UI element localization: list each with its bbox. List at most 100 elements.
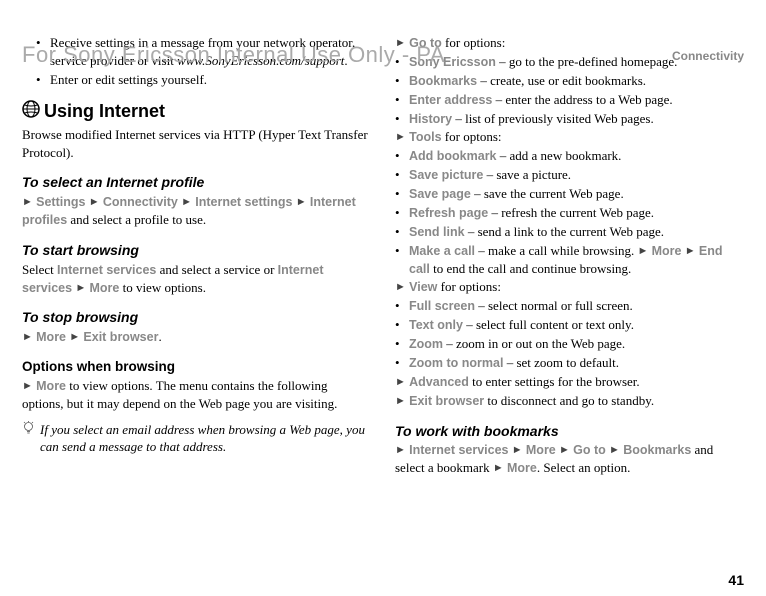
bullet-text: Add bookmark – add a new bookmark. bbox=[409, 147, 621, 165]
list-item: •Full screen – select normal or full scr… bbox=[395, 297, 744, 315]
heading-bookmarks: To work with bookmarks bbox=[395, 422, 744, 441]
option-label: Add bookmark bbox=[409, 149, 497, 163]
text: – create, use or edit bookmarks. bbox=[477, 73, 646, 88]
arrow-icon: ► bbox=[181, 196, 192, 208]
text: – save the current Web page. bbox=[471, 186, 624, 201]
tip-text: If you select an email address when brow… bbox=[40, 421, 371, 456]
bullet-mark: • bbox=[395, 147, 409, 165]
bullet-text: Bookmarks – create, use or edit bookmark… bbox=[409, 72, 646, 90]
option-label: Save picture bbox=[409, 168, 483, 182]
arrow-icon: ► bbox=[512, 444, 523, 456]
paragraph: ► Internet services ► More ► Go to ► Boo… bbox=[395, 441, 744, 477]
arrow-icon: ► bbox=[22, 331, 33, 343]
paragraph: ► More to view options. The menu contain… bbox=[22, 377, 371, 412]
nav-item: Internet services bbox=[57, 263, 156, 277]
bullet-text: Enter or edit settings yourself. bbox=[50, 71, 371, 89]
option-label: Zoom to normal bbox=[409, 356, 503, 370]
page-number: 41 bbox=[728, 571, 744, 590]
text: – select normal or full screen. bbox=[475, 298, 633, 313]
nav-item: More bbox=[507, 461, 537, 475]
arrow-icon: ► bbox=[559, 444, 570, 456]
text: to view options. The menu contains the f… bbox=[22, 378, 337, 411]
text: – go to the pre-defined homepage. bbox=[496, 54, 678, 69]
bullet-text: Sony Ericsson – go to the pre-defined ho… bbox=[409, 53, 677, 71]
bullet-text: Save page – save the current Web page. bbox=[409, 185, 624, 203]
arrow-icon: ► bbox=[637, 245, 648, 257]
list-item: •Save page – save the current Web page. bbox=[395, 185, 744, 203]
text: for options: bbox=[442, 35, 506, 50]
bullet-mark: • bbox=[395, 316, 409, 334]
bullet-text: History – list of previously visited Web… bbox=[409, 110, 654, 128]
globe-icon bbox=[22, 100, 40, 124]
nav-item: Go to bbox=[573, 443, 606, 457]
list-item: •History – list of previously visited We… bbox=[395, 110, 744, 128]
right-column: ► Go to for options: • Sony Ericsson – go… bbox=[395, 34, 744, 477]
bullet-mark: • bbox=[395, 242, 409, 278]
bullet-mark: • bbox=[36, 71, 50, 89]
tip-block: If you select an email address when brow… bbox=[22, 421, 371, 456]
nav-item: Settings bbox=[36, 195, 85, 209]
text: Select bbox=[22, 262, 57, 277]
text: . bbox=[158, 329, 161, 344]
nav-item: Tools bbox=[409, 130, 441, 144]
text: – set zoom to default. bbox=[503, 355, 619, 370]
heading-stop-browsing: To stop browsing bbox=[22, 308, 371, 327]
arrow-icon: ► bbox=[395, 281, 406, 293]
list-item: •Add bookmark – add a new bookmark. bbox=[395, 147, 744, 165]
bullet-text: Make a call – make a call while browsing… bbox=[409, 242, 744, 278]
bullet-mark: • bbox=[395, 223, 409, 241]
arrow-icon: ► bbox=[395, 131, 406, 143]
nav-item: Advanced bbox=[409, 375, 469, 389]
bullet-text: Zoom to normal – set zoom to default. bbox=[409, 354, 619, 372]
arrow-icon: ► bbox=[75, 282, 86, 294]
bullet-text: Save picture – save a picture. bbox=[409, 166, 571, 184]
lightbulb-icon bbox=[22, 421, 40, 456]
arrow-icon: ► bbox=[395, 376, 406, 388]
option-label: Make a call bbox=[409, 244, 475, 258]
text: – select full content or text only. bbox=[463, 317, 634, 332]
left-column: • Receive settings in a message from you… bbox=[22, 34, 371, 477]
option-label: Bookmarks bbox=[409, 74, 477, 88]
text: and select a service or bbox=[156, 262, 277, 277]
arrow-icon: ► bbox=[395, 444, 406, 456]
text: – enter the address to a Web page. bbox=[492, 92, 672, 107]
nav-item: Bookmarks bbox=[623, 443, 691, 457]
option-label: Zoom bbox=[409, 337, 443, 351]
heading-options-browsing: Options when browsing bbox=[22, 358, 371, 376]
arrow-icon: ► bbox=[685, 245, 696, 257]
text: for options: bbox=[437, 279, 501, 294]
bullet-mark: • bbox=[395, 91, 409, 109]
option-group-header: ► View for options: bbox=[395, 278, 744, 296]
nav-item: More bbox=[36, 379, 66, 393]
bullet-mark: • bbox=[395, 354, 409, 372]
text: – make a call while browsing. bbox=[475, 243, 637, 258]
bullet-mark: • bbox=[395, 204, 409, 222]
text: – save a picture. bbox=[483, 167, 571, 182]
arrow-icon: ► bbox=[493, 462, 504, 474]
list-item: •Refresh page – refresh the current Web … bbox=[395, 204, 744, 222]
nav-item: More bbox=[652, 244, 682, 258]
paragraph: Browse modified Internet services via HT… bbox=[22, 126, 371, 161]
option-label: Refresh page bbox=[409, 206, 488, 220]
section-header: Connectivity bbox=[672, 48, 744, 64]
text: – add a new bookmark. bbox=[497, 148, 622, 163]
option-line: ► Advanced to enter settings for the bro… bbox=[395, 373, 744, 391]
nav-item: More bbox=[36, 330, 66, 344]
bullet-mark: • bbox=[395, 185, 409, 203]
arrow-icon: ► bbox=[89, 196, 100, 208]
list-item: •Enter address – enter the address to a … bbox=[395, 91, 744, 109]
bullet-mark: • bbox=[395, 297, 409, 315]
arrow-icon: ► bbox=[69, 331, 80, 343]
bullet-mark: • bbox=[395, 110, 409, 128]
text: to view options. bbox=[119, 280, 206, 295]
bullet-text: Enter address – enter the address to a W… bbox=[409, 91, 673, 109]
nav-item: Connectivity bbox=[103, 195, 178, 209]
text: to enter settings for the browser. bbox=[469, 374, 640, 389]
option-group-header: ► Tools for optons: bbox=[395, 128, 744, 146]
option-label: History bbox=[409, 112, 452, 126]
text: for optons: bbox=[442, 129, 502, 144]
nav-item: Exit browser bbox=[83, 330, 158, 344]
option-label: Full screen bbox=[409, 299, 475, 313]
option-label: Text only bbox=[409, 318, 463, 332]
nav-item: More bbox=[89, 281, 119, 295]
